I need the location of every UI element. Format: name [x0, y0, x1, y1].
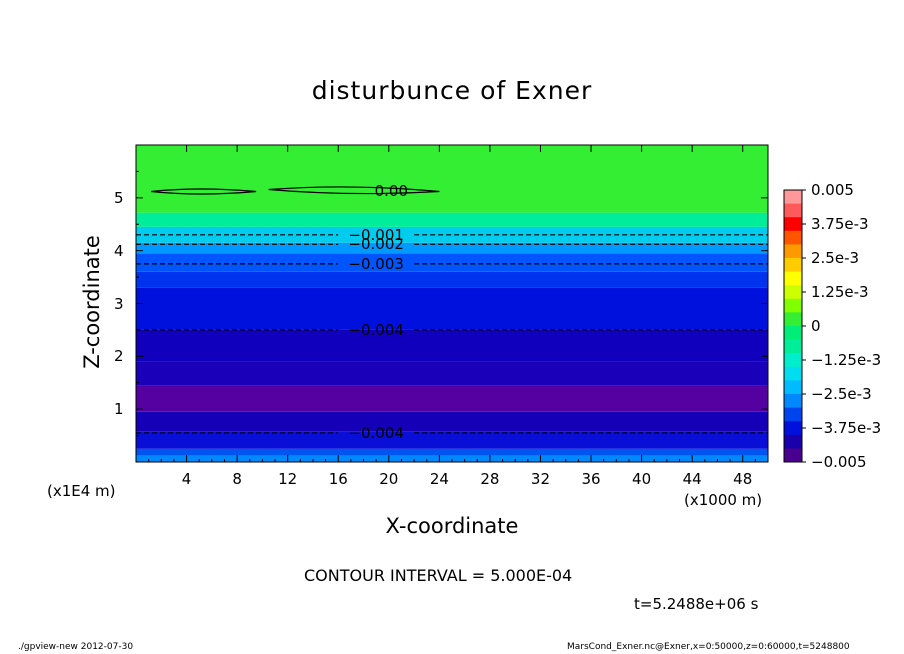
- colorbar-segment-14: [784, 380, 802, 395]
- contour-line-zero-b: [268, 186, 440, 195]
- contour-band-5: [136, 361, 768, 386]
- contour-label-2: −0.002: [348, 235, 404, 254]
- y-axis-unit: (x1E4 m): [47, 482, 116, 500]
- colorbar-segment-7: [784, 285, 802, 300]
- filled-contour-bands: [136, 145, 768, 462]
- colorbar-segment-17: [784, 421, 802, 436]
- colorbar-segment-0: [784, 190, 802, 205]
- contour-band-7: [136, 287, 768, 330]
- contour-band-9: [136, 253, 768, 272]
- colorbar-tick-label: −0.005: [811, 453, 867, 471]
- contour-band-2: [136, 431, 768, 449]
- contour-label-0: 0.00: [374, 182, 409, 201]
- footer-left-text: ./gpview-new 2012-07-30: [18, 642, 134, 652]
- colorbar-tick-label: 0.005: [811, 181, 854, 199]
- time-stamp: t=5.2488e+06 s: [634, 595, 759, 613]
- colorbar-segment-18: [784, 434, 802, 449]
- x-tick-label: 8: [232, 470, 242, 488]
- contour-band-13: [136, 145, 768, 213]
- colorbar-tick-label: 0: [811, 317, 821, 335]
- contour-band-1: [136, 448, 768, 456]
- x-tick-label: 20: [379, 470, 399, 488]
- x-tick-label: 4: [181, 470, 192, 488]
- colorbar-segment-6: [784, 271, 802, 286]
- contour-label-5: −0.004: [348, 423, 404, 442]
- plot-frame: [135, 144, 769, 463]
- contour-label-1: −0.001: [348, 225, 404, 244]
- contour-lines: [136, 186, 768, 434]
- x-tick-label: 36: [581, 470, 601, 488]
- colorbar-segment-19: [784, 448, 802, 463]
- colorbar-tick-label: 3.75e-3: [811, 215, 869, 233]
- y-tick-label: 4: [114, 241, 124, 260]
- colorbar-tick-label: −3.75e-3: [811, 419, 882, 437]
- x-tick-label: 28: [480, 470, 500, 488]
- x-tick-label: 40: [632, 470, 652, 488]
- contour-band-6: [136, 329, 768, 362]
- colorbar-segment-11: [784, 339, 802, 354]
- contour-label-3: −0.003: [348, 254, 404, 273]
- contour-band-11: [136, 226, 768, 243]
- footer-right-text: MarsCond_Exner.nc@Exner,x=0:50000,z=0:60…: [567, 642, 850, 652]
- x-axis-unit: (x1000 m): [684, 491, 763, 509]
- contour-line-zero-a: [151, 188, 257, 195]
- x-tick-label: 12: [278, 470, 298, 488]
- colorbar-segment-5: [784, 258, 802, 273]
- x-tick-label: 24: [429, 470, 449, 488]
- y-tick-label: 1: [114, 400, 124, 419]
- contour-label-4: −0.004: [348, 320, 404, 339]
- contour-band-10: [136, 242, 768, 254]
- colorbar-tick-label: 1.25e-3: [811, 283, 869, 301]
- x-tick-label: 16: [328, 470, 348, 488]
- colorbar-segment-10: [784, 326, 802, 341]
- colorbar-segment-8: [784, 298, 802, 313]
- x-tick-label: 48: [733, 470, 753, 488]
- y-tick-label: 5: [114, 188, 124, 207]
- y-tick-label: 3: [114, 294, 124, 313]
- colorbar-segment-1: [784, 203, 802, 218]
- colorbar-tick-label: 2.5e-3: [811, 249, 860, 267]
- chart-title: disturbunce of Exner: [311, 76, 593, 105]
- colorbar-tick-label: −1.25e-3: [811, 351, 882, 369]
- y-tick-label: 2: [114, 347, 124, 366]
- y-axis-label: Z-coordinate: [80, 235, 104, 369]
- colorbar-segment-12: [784, 353, 802, 368]
- contour-band-4: [136, 385, 768, 412]
- contour-interval-note: CONTOUR INTERVAL = 5.000E-04: [304, 566, 573, 585]
- colorbar-tick-label: −2.5e-3: [811, 385, 872, 403]
- contour-band-12: [136, 212, 768, 227]
- colorbar-segment-15: [784, 394, 802, 409]
- x-tick-label: 44: [682, 470, 702, 488]
- x-tick-label: 32: [530, 470, 551, 488]
- contour-band-0: [136, 455, 768, 462]
- colorbar-segment-4: [784, 244, 802, 259]
- colorbar-segment-3: [784, 230, 802, 245]
- colorbar-segment-13: [784, 366, 802, 381]
- x-axis-label: X-coordinate: [385, 514, 519, 538]
- contour-band-8: [136, 271, 768, 288]
- contour-band-3: [136, 411, 768, 432]
- colorbar: [783, 189, 806, 463]
- colorbar-segment-16: [784, 407, 802, 422]
- colorbar-segment-9: [784, 312, 802, 327]
- colorbar-segment-2: [784, 217, 802, 232]
